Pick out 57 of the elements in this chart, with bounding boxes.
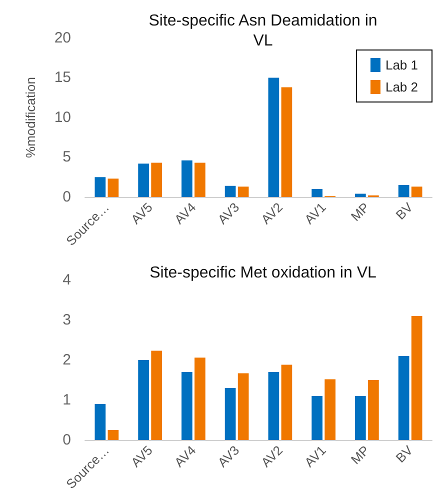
bar <box>194 162 206 197</box>
x-tick-label: AV4 <box>171 442 199 470</box>
x-tick-label: AV1 <box>302 442 329 470</box>
bar <box>94 404 106 440</box>
y-tick-label: 0 <box>62 432 71 448</box>
bar <box>238 373 249 440</box>
bar <box>108 178 119 197</box>
bar <box>398 185 410 197</box>
bar <box>324 379 336 440</box>
bar <box>238 186 249 197</box>
bar <box>182 372 192 440</box>
bar <box>151 350 162 440</box>
x-tick-label: BV <box>392 442 416 466</box>
legend-label: Lab 1 <box>385 58 418 72</box>
bar <box>411 316 422 440</box>
bar <box>398 356 410 440</box>
bar <box>281 364 292 440</box>
x-tick-label: AV2 <box>258 200 286 227</box>
y-tick-label: 3 <box>62 312 71 328</box>
bar <box>281 87 292 197</box>
bar <box>355 396 366 440</box>
x-tick-label: MP <box>348 200 372 224</box>
bar <box>94 177 106 197</box>
y-axis-title: %modification <box>23 77 38 158</box>
legend-label: Lab 2 <box>385 80 418 94</box>
y-tick-label: 10 <box>54 108 71 126</box>
chart-title: Site-specific Asn Deamidation in VL <box>148 12 378 50</box>
bar <box>151 162 162 197</box>
x-tick-label: AV2 <box>258 442 286 470</box>
bar <box>224 186 236 197</box>
bar <box>312 396 322 440</box>
y-tick-label: 20 <box>54 30 71 46</box>
x-tick-label: AV3 <box>214 200 242 227</box>
bar <box>355 194 366 197</box>
x-tick-label: AV4 <box>171 200 199 227</box>
x-tick-label: AV1 <box>302 200 329 227</box>
y-tick-label: 5 <box>62 148 71 166</box>
x-tick-label: BV <box>392 199 416 223</box>
bar <box>224 388 236 440</box>
x-tick-label: MP <box>348 442 372 468</box>
x-tick-label: AV3 <box>214 442 242 470</box>
bar <box>138 164 149 197</box>
bar <box>268 372 280 440</box>
y-tick-label: 15 <box>54 69 71 86</box>
bar <box>194 358 206 440</box>
y-tick-label: 1 <box>62 392 71 408</box>
y-tick-label: 0 <box>62 188 71 206</box>
y-tick-label: 2 <box>62 352 71 368</box>
bar <box>138 360 149 440</box>
bar <box>312 189 322 197</box>
bar <box>268 78 280 197</box>
bar <box>108 430 119 440</box>
y-tick-label: 4 <box>62 272 71 288</box>
chart-title: Site-specific Met oxidation in VL <box>150 264 376 282</box>
bar <box>368 380 379 440</box>
bar <box>411 186 422 197</box>
bar <box>182 160 192 197</box>
